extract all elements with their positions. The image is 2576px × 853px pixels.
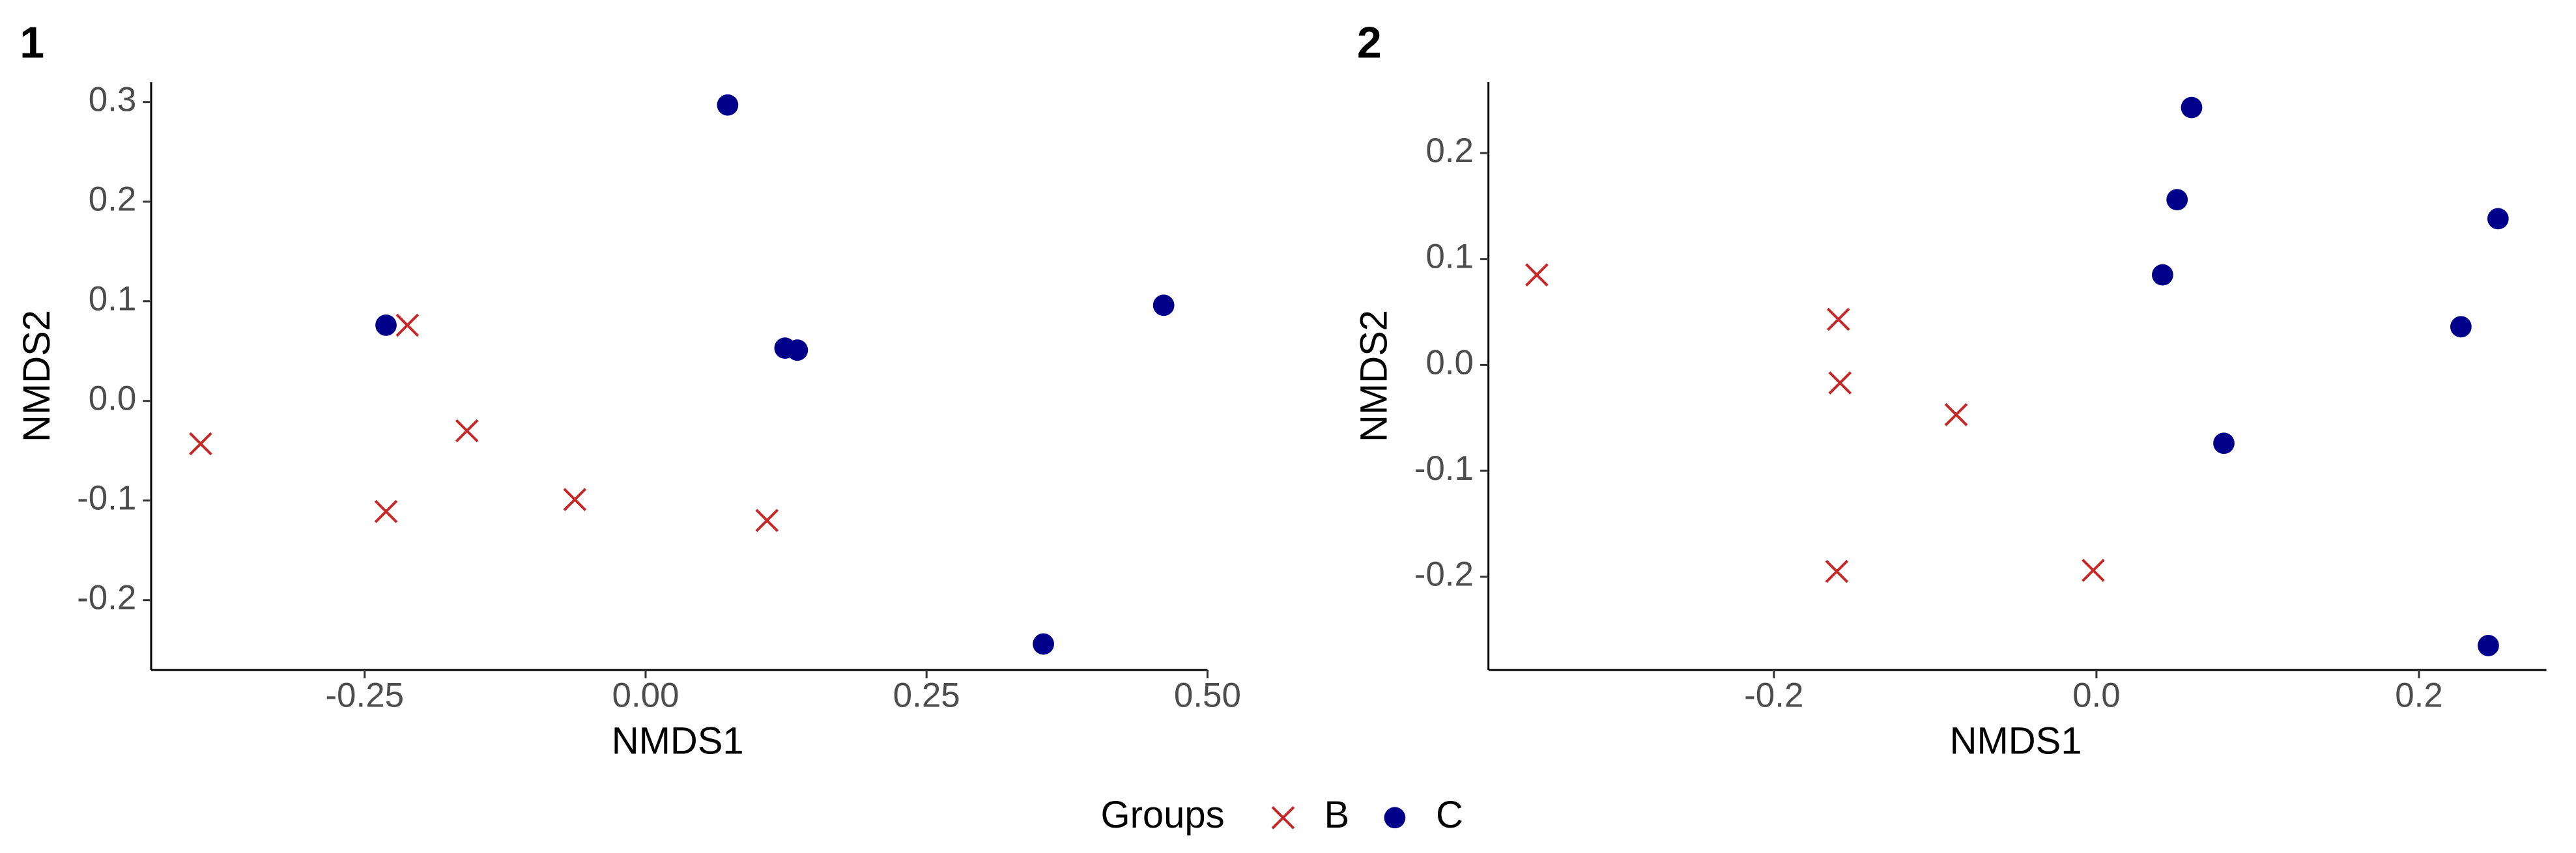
- x-tick-label: 0.50: [1174, 677, 1241, 715]
- y-tick-label: 0.1: [1425, 238, 1474, 276]
- point-dot: [375, 315, 397, 336]
- point-cross: [1828, 371, 1852, 395]
- legend-label: B: [1324, 794, 1349, 836]
- point-cross: [1944, 403, 1968, 426]
- y-axis-title: NMDS2: [1353, 310, 1395, 442]
- x-tick-label: -0.25: [325, 677, 404, 715]
- panel-title: 1: [20, 18, 44, 68]
- y-tick-label: 0.2: [89, 180, 137, 219]
- point-dot: [2166, 189, 2188, 211]
- point-dot: [2181, 96, 2203, 119]
- point-dot: [786, 339, 809, 361]
- point-dot: [2487, 208, 2509, 230]
- legend-title: Groups: [1101, 794, 1225, 836]
- point-cross: [755, 509, 779, 533]
- x-axis-title: NMDS1: [612, 721, 744, 762]
- point-dot: [1033, 633, 1054, 655]
- point-dot: [2152, 264, 2173, 286]
- point-dot: [2478, 635, 2499, 656]
- point-dot: [2213, 432, 2235, 454]
- y-tick-label: 0.0: [1425, 343, 1474, 382]
- y-axis-title: NMDS2: [16, 310, 58, 442]
- point-cross: [1271, 805, 1295, 830]
- point-dot: [1152, 294, 1175, 316]
- panel-title: 2: [1357, 18, 1382, 68]
- point-cross: [2082, 559, 2105, 582]
- y-tick-label: -0.1: [77, 479, 136, 518]
- x-tick-label: 0.25: [893, 677, 960, 715]
- y-tick-label: -0.2: [77, 579, 136, 617]
- point-cross: [374, 499, 398, 524]
- point-cross: [189, 432, 212, 456]
- y-tick-label: -0.1: [1414, 449, 1474, 488]
- point-cross: [455, 419, 479, 443]
- legend-label: C: [1436, 794, 1463, 836]
- point-dot: [717, 94, 739, 116]
- x-tick-label: -0.2: [1744, 677, 1803, 715]
- point-cross: [563, 488, 587, 512]
- y-tick-label: -0.2: [1414, 555, 1474, 594]
- point-cross: [395, 313, 420, 337]
- y-tick-label: 0.1: [89, 280, 137, 318]
- point-dot: [1384, 807, 1406, 829]
- y-tick-label: 0.2: [1425, 132, 1474, 170]
- point-cross: [1827, 307, 1850, 331]
- x-tick-label: 0.0: [2072, 677, 2121, 715]
- point-cross: [1525, 263, 1549, 287]
- point-dot: [2450, 316, 2472, 338]
- y-tick-label: 0.0: [89, 380, 137, 418]
- x-axis-title: NMDS1: [1950, 721, 2082, 762]
- x-tick-label: 0.00: [612, 677, 679, 715]
- y-tick-label: 0.3: [89, 81, 137, 119]
- x-tick-label: 0.2: [2395, 677, 2443, 715]
- point-cross: [1825, 559, 1849, 583]
